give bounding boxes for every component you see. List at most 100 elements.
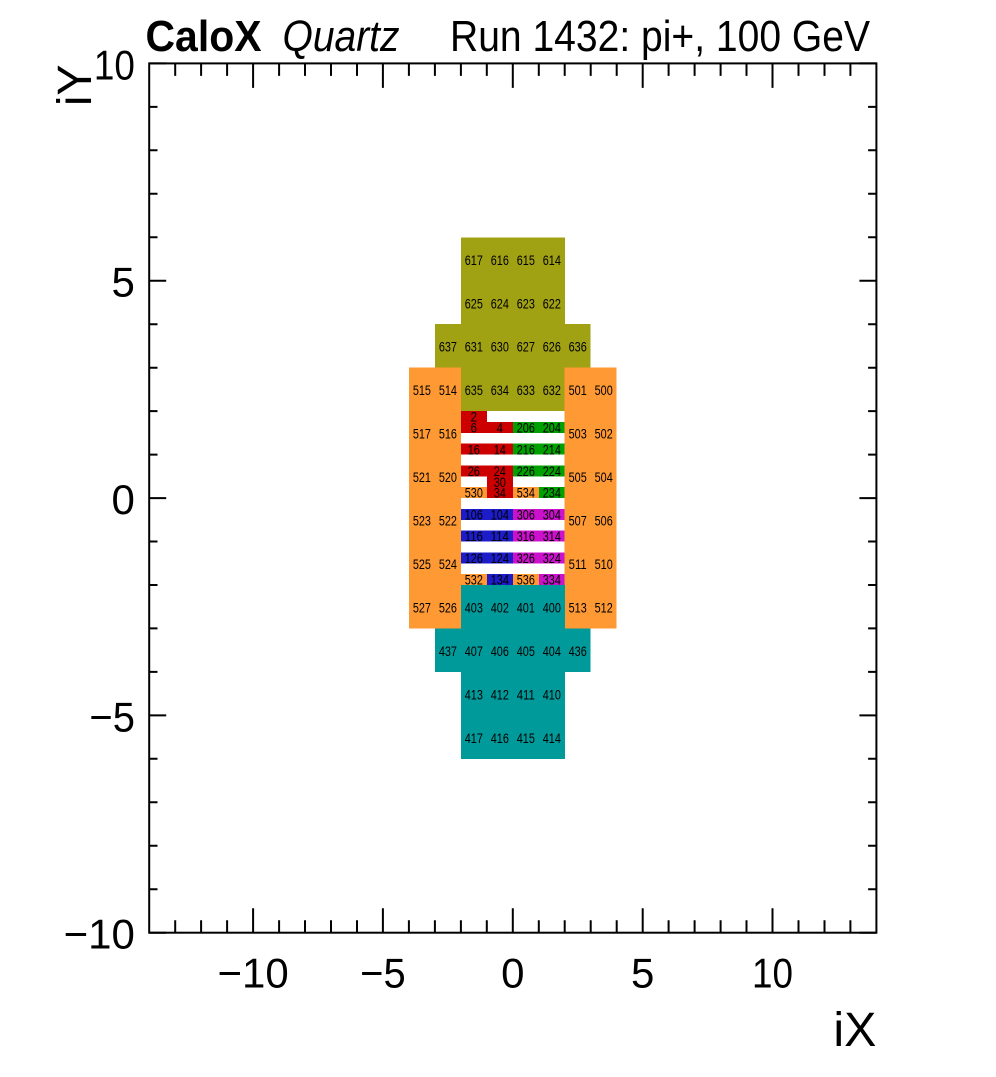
svg-text:104: 104 [491,508,510,523]
svg-text:536: 536 [517,573,535,588]
svg-text:402: 402 [491,601,509,616]
svg-text:507: 507 [569,514,587,529]
svg-text:400: 400 [543,601,561,616]
svg-text:517: 517 [413,427,431,442]
svg-text:134: 134 [491,573,510,588]
svg-text:4: 4 [497,421,504,436]
svg-text:626: 626 [543,340,561,355]
svg-text:304: 304 [543,508,562,523]
svg-text:534: 534 [517,486,536,501]
svg-text:CaloX: CaloX [146,12,262,61]
svg-text:501: 501 [569,383,587,398]
svg-text:614: 614 [543,253,562,268]
svg-text:532: 532 [465,573,483,588]
svg-text:iX: iX [833,1004,876,1057]
svg-text:415: 415 [517,731,535,746]
svg-text:530: 530 [465,486,483,501]
svg-text:5: 5 [112,259,135,306]
svg-text:316: 316 [517,529,535,544]
svg-text:411: 411 [517,688,535,703]
svg-text:637: 637 [439,340,457,355]
svg-text:407: 407 [465,644,483,659]
svg-text:324: 324 [543,551,562,566]
svg-text:iY: iY [49,65,102,107]
svg-text:410: 410 [543,688,561,703]
svg-text:631: 631 [465,340,483,355]
svg-text:−10: −10 [217,950,288,997]
svg-text:214: 214 [543,442,562,457]
svg-text:−5: −5 [89,693,135,740]
svg-text:126: 126 [465,551,483,566]
svg-text:627: 627 [517,340,535,355]
svg-text:403: 403 [465,601,483,616]
svg-text:26: 26 [468,464,480,479]
svg-text:623: 623 [517,296,535,311]
svg-text:624: 624 [491,296,510,311]
svg-text:Quartz: Quartz [283,12,400,61]
svg-text:417: 417 [465,731,483,746]
svg-text:116: 116 [465,529,483,544]
svg-text:5: 5 [631,950,654,997]
svg-text:633: 633 [517,383,535,398]
svg-text:326: 326 [517,551,535,566]
svg-text:513: 513 [569,601,587,616]
svg-text:502: 502 [595,427,613,442]
svg-text:616: 616 [491,253,509,268]
svg-text:0: 0 [112,476,135,523]
svg-text:522: 522 [439,514,457,529]
svg-text:406: 406 [491,644,509,659]
svg-text:34: 34 [494,486,507,501]
svg-text:206: 206 [517,421,535,436]
svg-text:615: 615 [517,253,535,268]
svg-text:527: 527 [413,601,431,616]
svg-text:520: 520 [439,470,457,485]
svg-text:−5: −5 [360,950,406,997]
svg-text:10: 10 [94,41,135,88]
svg-text:504: 504 [595,470,614,485]
svg-text:515: 515 [413,383,431,398]
svg-text:204: 204 [543,421,562,436]
svg-text:Run 1432: pi+, 100 GeV: Run 1432: pi+, 100 GeV [450,12,871,61]
svg-text:−10: −10 [64,911,135,958]
svg-text:226: 226 [517,464,535,479]
svg-text:437: 437 [439,644,457,659]
svg-text:625: 625 [465,296,483,311]
svg-text:521: 521 [413,470,431,485]
svg-text:622: 622 [543,296,561,311]
svg-text:523: 523 [413,514,431,529]
svg-text:10: 10 [752,950,793,997]
svg-text:106: 106 [465,508,483,523]
svg-text:16: 16 [468,442,480,457]
svg-text:6: 6 [471,421,477,436]
svg-text:413: 413 [465,688,483,703]
svg-text:506: 506 [595,514,613,529]
svg-text:436: 436 [569,644,587,659]
svg-text:401: 401 [517,601,535,616]
svg-text:635: 635 [465,383,483,398]
svg-text:234: 234 [543,486,562,501]
svg-text:524: 524 [439,557,458,572]
svg-text:500: 500 [595,383,613,398]
svg-text:512: 512 [595,601,613,616]
svg-text:416: 416 [491,731,509,746]
svg-text:30: 30 [494,475,506,490]
svg-text:334: 334 [543,573,562,588]
svg-text:636: 636 [569,340,587,355]
svg-text:24: 24 [494,464,507,479]
svg-text:14: 14 [494,442,507,457]
svg-text:632: 632 [543,383,561,398]
svg-text:514: 514 [439,383,458,398]
svg-text:634: 634 [491,383,510,398]
svg-text:124: 124 [491,551,510,566]
svg-text:630: 630 [491,340,509,355]
svg-text:405: 405 [517,644,535,659]
svg-text:525: 525 [413,557,431,572]
svg-text:314: 314 [543,529,562,544]
svg-text:505: 505 [569,470,587,485]
svg-text:404: 404 [543,644,562,659]
svg-text:306: 306 [517,508,535,523]
svg-text:511: 511 [569,557,587,572]
svg-text:216: 216 [517,442,535,457]
svg-text:2: 2 [471,410,477,425]
svg-text:516: 516 [439,427,457,442]
